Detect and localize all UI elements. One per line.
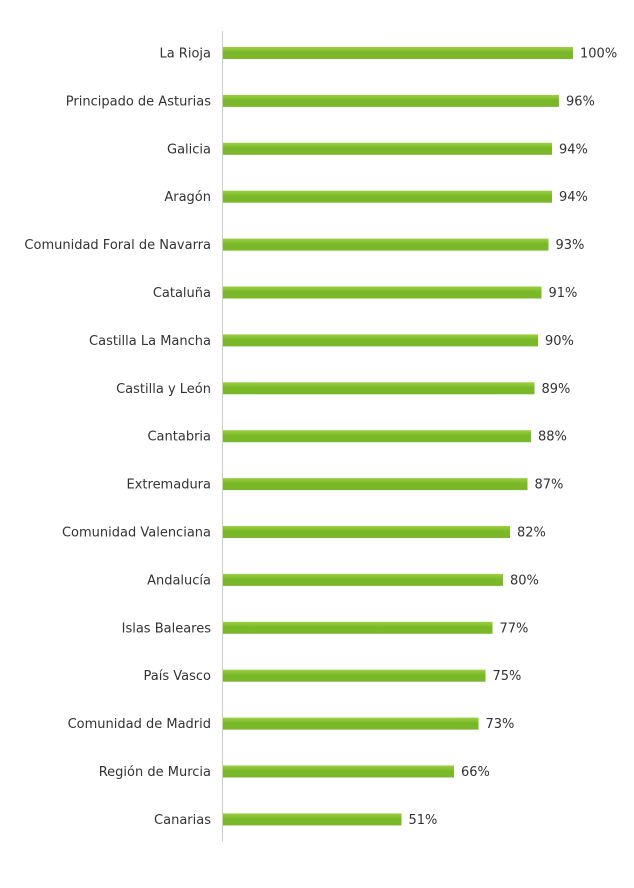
bar <box>223 813 402 826</box>
value-label: 96% <box>566 94 595 109</box>
value-label: 82% <box>517 526 546 541</box>
value-label: 94% <box>559 142 588 157</box>
category-label: Islas Baleares <box>122 621 212 636</box>
category-label: Andalucía <box>147 573 211 588</box>
category-label: Galicia <box>167 142 211 157</box>
bar <box>223 238 549 251</box>
value-label: 90% <box>545 334 574 349</box>
value-label: 89% <box>542 382 571 397</box>
value-label: 88% <box>538 430 567 445</box>
bar <box>223 478 528 491</box>
category-label: Castilla La Mancha <box>89 334 211 349</box>
bar <box>223 190 552 203</box>
category-label: La Rioja <box>159 47 211 62</box>
category-label: Castilla y León <box>116 382 211 397</box>
category-label: Comunidad Foral de Navarra <box>24 238 211 253</box>
bar <box>223 526 510 538</box>
value-label: 80% <box>510 573 539 588</box>
category-label: Cantabria <box>147 430 211 445</box>
value-label: 51% <box>409 813 438 828</box>
value-label: 91% <box>549 286 578 301</box>
bar <box>223 669 486 682</box>
bar <box>223 382 535 395</box>
category-label: Comunidad de Madrid <box>68 717 211 732</box>
bar <box>223 47 573 59</box>
bar <box>223 430 531 443</box>
bar <box>223 94 559 107</box>
bar <box>223 765 454 778</box>
bar <box>223 334 538 347</box>
category-label: Principado de Asturias <box>66 94 211 109</box>
value-label: 94% <box>559 190 588 205</box>
value-label: 75% <box>493 669 522 684</box>
value-label: 100% <box>580 47 617 62</box>
bar <box>223 286 542 299</box>
category-label: Comunidad Valenciana <box>62 526 211 541</box>
value-label: 87% <box>535 478 564 493</box>
value-label: 73% <box>486 717 515 732</box>
category-label: Región de Murcia <box>99 765 211 780</box>
value-label: 77% <box>500 621 529 636</box>
bar <box>223 142 552 155</box>
category-label: Extremadura <box>127 478 212 493</box>
bar <box>223 717 479 730</box>
value-label: 93% <box>556 238 585 253</box>
bar <box>223 621 493 634</box>
category-label: País Vasco <box>144 669 212 684</box>
bar <box>223 573 503 586</box>
category-label: Canarias <box>154 813 211 828</box>
category-label: Cataluña <box>153 286 211 301</box>
value-label: 66% <box>461 765 490 780</box>
category-label: Aragón <box>164 190 211 205</box>
